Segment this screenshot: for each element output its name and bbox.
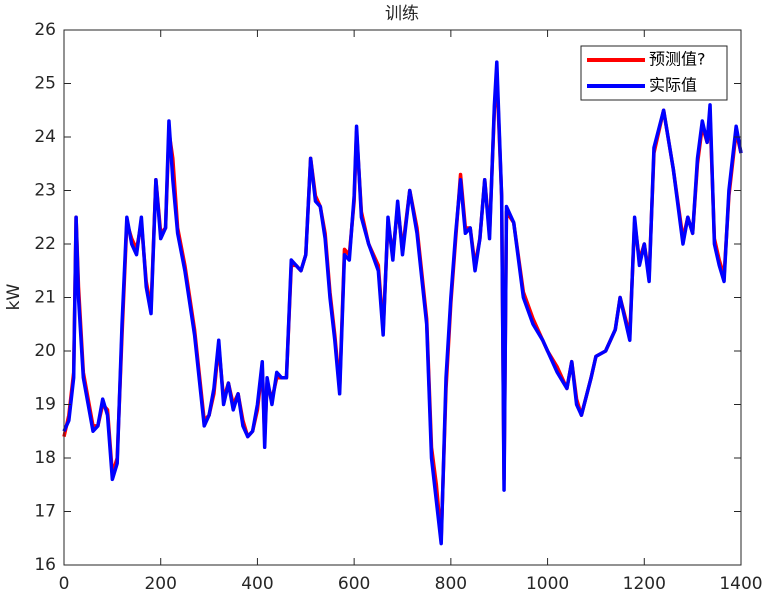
x-tick-label: 400 <box>241 574 273 594</box>
y-tick-label: 24 <box>34 127 56 147</box>
y-tick-label: 17 <box>34 502 56 522</box>
legend-box <box>580 45 728 101</box>
legend-label: 实际值 <box>649 76 697 95</box>
y-tick-label: 19 <box>34 395 56 415</box>
y-tick-label: 21 <box>34 288 56 308</box>
x-tick-label: 800 <box>435 574 467 594</box>
y-tick-label: 22 <box>34 234 56 254</box>
y-tick-label: 26 <box>34 20 56 40</box>
y-tick-label: 20 <box>34 341 56 361</box>
x-tick-label: 200 <box>144 574 176 594</box>
x-tick-label: 1000 <box>526 574 569 594</box>
x-tick-label: 0 <box>59 574 70 594</box>
y-axis-label: kW <box>4 283 24 310</box>
y-tick-label: 25 <box>34 74 56 94</box>
x-tick-label: 1400 <box>719 574 762 594</box>
chart-title: 训练 <box>385 4 419 24</box>
x-tick-label: 600 <box>338 574 370 594</box>
x-tick-label: 1200 <box>623 574 666 594</box>
legend-label: 预测值? <box>649 50 706 69</box>
y-tick-label: 23 <box>34 181 56 201</box>
data-line <box>62 60 743 546</box>
y-tick-label: 18 <box>34 448 56 468</box>
y-tick-label: 16 <box>34 555 56 575</box>
